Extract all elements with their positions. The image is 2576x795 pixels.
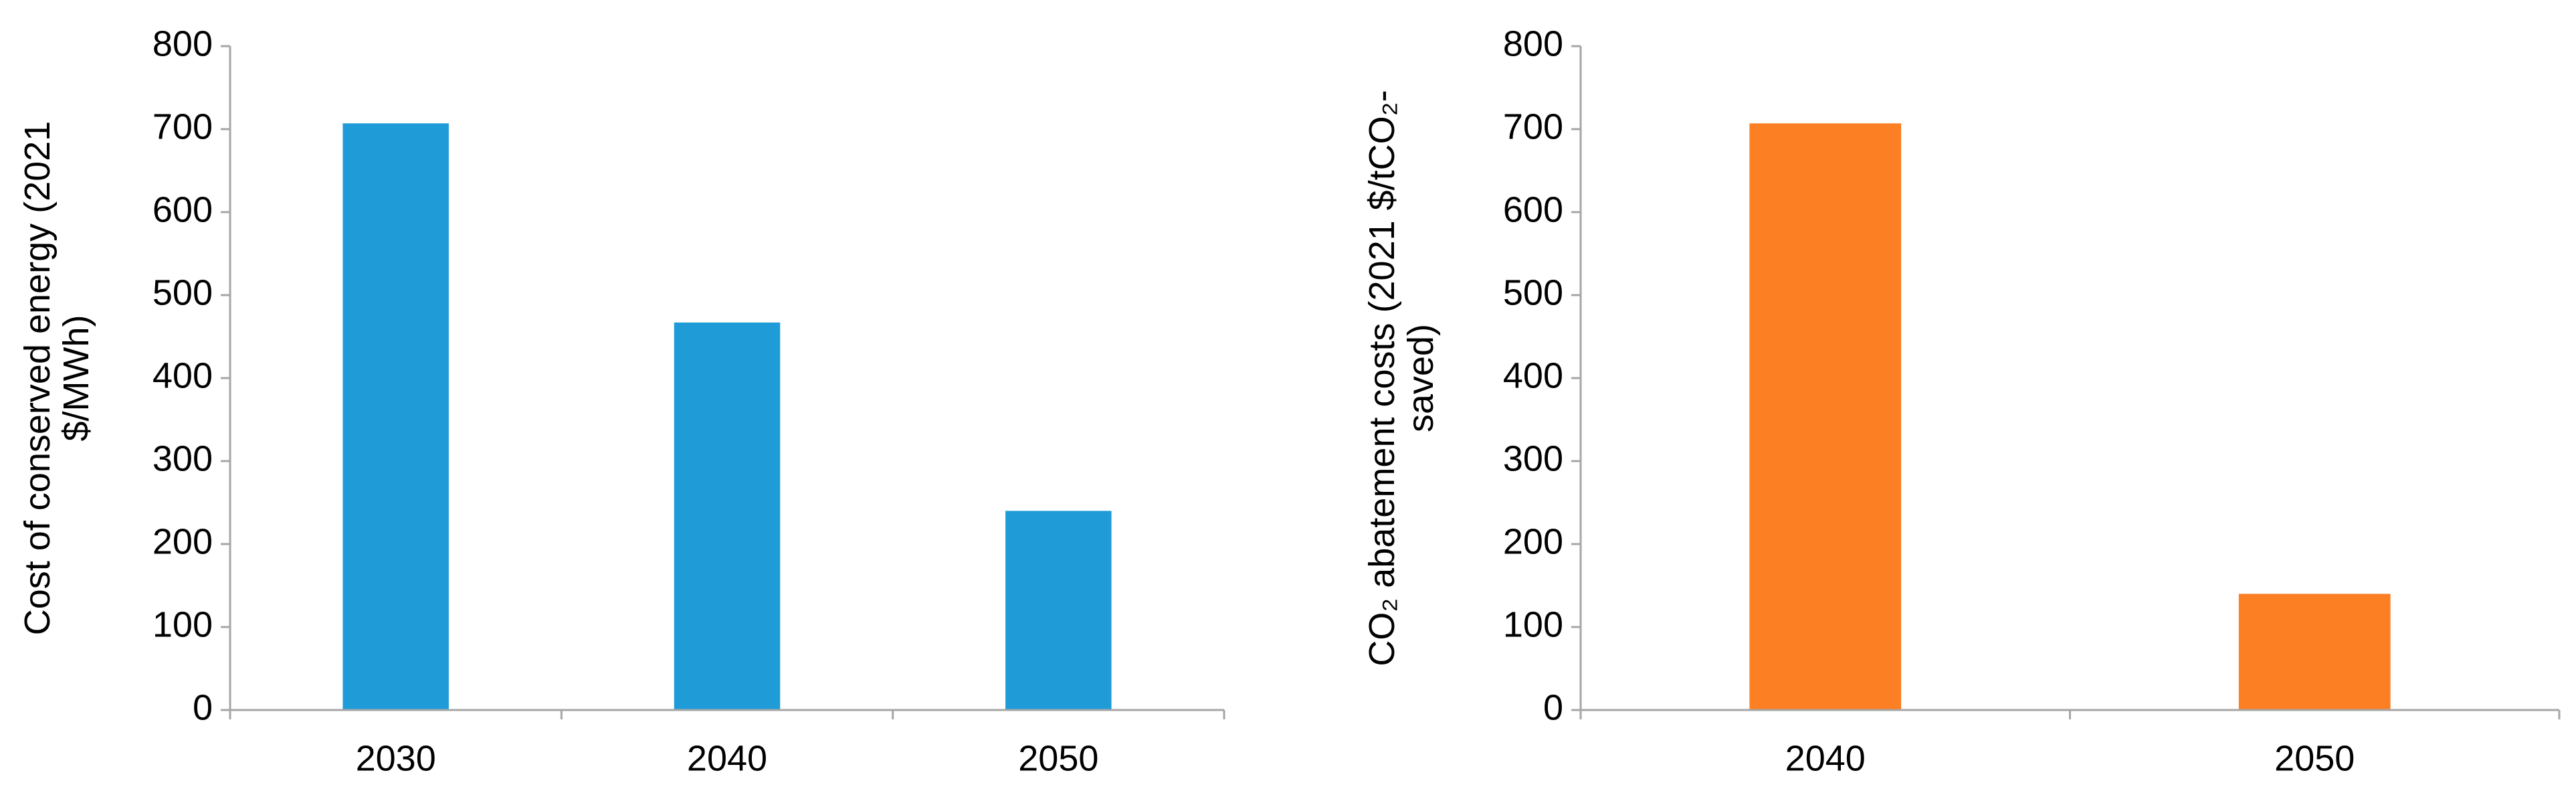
y-tick-label: 500 [1503, 272, 1563, 313]
bar [1749, 123, 1902, 710]
x-tick-label: 2040 [687, 738, 767, 778]
y-tick-label: 200 [153, 521, 213, 561]
x-tick-label: 2050 [1018, 738, 1098, 778]
y-tick-label: 100 [1503, 604, 1563, 644]
bar [342, 123, 449, 710]
y-tick-label: 800 [153, 23, 213, 64]
y-tick-label: 400 [1503, 355, 1563, 395]
bar [2238, 594, 2391, 710]
y-axis-title: Cost of conserved energy (2021 $/MWh) [17, 120, 96, 636]
bar [1005, 511, 1112, 710]
y-tick-label: 0 [1543, 687, 1563, 727]
y-tick-label: 100 [153, 604, 213, 644]
y-tick-label: 700 [1503, 106, 1563, 147]
y-tick-label: 200 [1503, 521, 1563, 561]
y-tick-label: 800 [1503, 23, 1563, 64]
y-tick-label: 700 [153, 106, 213, 147]
y-tick-label: 500 [153, 272, 213, 313]
y-tick-label: 300 [153, 438, 213, 478]
bar [674, 322, 781, 710]
y-tick-label: 400 [153, 355, 213, 395]
x-tick-label: 2040 [1785, 738, 1866, 778]
y-axis-title: CO₂ abatement costs (2021 $/tCO₂-saved) [1362, 90, 1441, 667]
x-tick-label: 2050 [2274, 738, 2355, 778]
y-tick-label: 0 [193, 687, 213, 727]
y-tick-label: 300 [1503, 438, 1563, 478]
y-tick-label: 600 [1503, 189, 1563, 230]
x-tick-label: 2030 [356, 738, 436, 778]
y-tick-label: 600 [153, 189, 213, 230]
